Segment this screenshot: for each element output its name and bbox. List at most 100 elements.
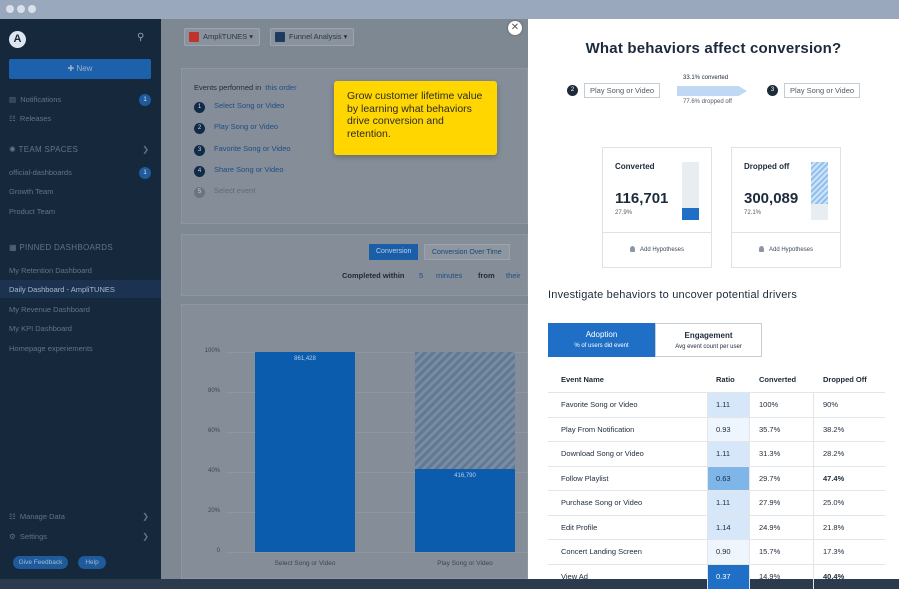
grid-line <box>226 432 528 433</box>
window-titlebar <box>0 0 899 19</box>
column-divider <box>749 564 750 589</box>
column-divider <box>707 466 708 491</box>
dropped-cell: 28.2% <box>823 449 845 458</box>
sidebar-item-homepage-experiements[interactable]: Homepage experiements <box>9 344 93 353</box>
chevron-right-icon[interactable]: ❯ <box>142 512 149 521</box>
help-button[interactable]: Help <box>78 556 106 569</box>
ratio-cell: 0.93 <box>707 417 749 442</box>
sidebar-active-highlight <box>0 280 161 298</box>
sidebar-item-settings[interactable]: ⚙ Settings <box>9 532 47 541</box>
sidebar-item-manage-data[interactable]: ☷ Manage Data <box>9 512 65 521</box>
add-step[interactable]: 5 Select event <box>194 186 255 198</box>
funnel-step[interactable]: 4 Share Song or Video <box>194 165 284 177</box>
within-number[interactable]: 5 <box>419 271 424 280</box>
column-divider <box>813 515 814 540</box>
sidebar: A ⚲ ✚ New ▤ Notifications 1 ☷ Releases ✺… <box>0 19 161 579</box>
chart-controls-card <box>181 234 528 296</box>
table-row[interactable]: Purchase Song or Video 1.11 27.9% 25.0% <box>548 490 885 515</box>
column-divider <box>707 393 708 417</box>
within-unit-select[interactable]: minutes <box>436 271 463 280</box>
team-spaces-heading[interactable]: ✺ TEAM SPACES <box>9 145 78 154</box>
event-name-cell: Follow Playlist <box>561 473 609 483</box>
sidebar-item-releases[interactable]: ☷ Releases <box>9 114 51 123</box>
bar-value-label: 416,790 <box>454 473 476 479</box>
funnel-step[interactable]: 1 Select Song or Video <box>194 101 284 113</box>
project-selector[interactable]: AmpliTUNES ▾ <box>184 28 261 46</box>
sidebar-item-revenue-dashboard[interactable]: My Revenue Dashboard <box>9 305 90 314</box>
search-icon[interactable]: ⚲ <box>137 32 145 43</box>
give-feedback-button[interactable]: Give Feedback <box>13 556 68 569</box>
column-divider <box>813 564 814 589</box>
new-button[interactable]: ✚ New <box>9 59 151 79</box>
converted-label: Converted <box>615 162 655 171</box>
window-zoom-dot[interactable] <box>28 5 36 13</box>
funnel-step[interactable]: 3 Favorite Song or Video <box>194 144 291 156</box>
sidebar-item-label: Settings <box>19 532 48 541</box>
step-number: 3 <box>194 145 205 156</box>
investigate-heading: Investigate behaviors to uncover potenti… <box>548 289 798 301</box>
inbox-icon: ▤ <box>9 95 17 104</box>
releases-icon: ☷ <box>9 114 16 123</box>
ratio-value: 1.11 <box>716 498 731 507</box>
funnel-step[interactable]: 2 Play Song or Video <box>194 122 278 134</box>
chevron-right-icon[interactable]: ❯ <box>142 532 149 541</box>
adoption-toggle[interactable]: Adoption % of users did event <box>548 323 655 357</box>
from-event-label: Play Song or Video <box>584 83 661 98</box>
event-name-cell: Download Song or Video <box>561 449 644 458</box>
sidebar-item-growth-team[interactable]: Growth Team <box>9 187 54 196</box>
tab-conversion[interactable]: Conversion <box>369 244 419 260</box>
pinned-label: PINNED DASHBOARDS <box>19 243 113 252</box>
sidebar-item-retention-dashboard[interactable]: My Retention Dashboard <box>9 266 92 275</box>
sidebar-item-product-team[interactable]: Product Team <box>9 207 56 216</box>
column-header-ratio[interactable]: Ratio <box>716 375 735 384</box>
table-row[interactable]: Follow Playlist 0.63 29.7% 47.4% <box>548 465 885 491</box>
table-row[interactable]: Play From Notification 0.93 35.7% 38.2% <box>548 416 885 442</box>
events-title: Events performed in this order <box>194 83 297 92</box>
dropped-cell: 40.4% <box>823 571 845 581</box>
tab-conversion-over-time[interactable]: Conversion Over Time <box>424 244 510 260</box>
dropped-bar[interactable] <box>415 352 515 469</box>
column-header-event-name[interactable]: Event Name <box>561 375 604 384</box>
add-hypotheses-button[interactable]: Add Hypotheses <box>603 246 711 253</box>
table-row[interactable]: Concert Landing Screen 0.90 15.7% 17.3% <box>548 539 885 564</box>
converted-count: 116,701 <box>615 190 669 207</box>
add-hypotheses-label: Add Hypotheses <box>639 247 685 253</box>
conversion-bar[interactable] <box>255 352 355 552</box>
sidebar-item-daily-dashboard[interactable]: Daily Dashboard - AmpliTUNES <box>9 285 115 294</box>
from-select[interactable]: their <box>506 271 521 280</box>
converted-cell: 27.9% <box>759 498 781 507</box>
dropped-count: 300,089 <box>744 190 799 207</box>
sidebar-item-official-dashboards[interactable]: official-dashboards <box>9 168 72 177</box>
converted-percentage: 33.1% converted <box>683 75 729 81</box>
project-label: AmpliTUNES <box>203 32 248 41</box>
column-divider <box>813 417 814 442</box>
from-label: from <box>478 271 495 280</box>
add-hypotheses-button[interactable]: Add Hypotheses <box>732 246 840 253</box>
sidebar-item-notifications[interactable]: ▤ Notifications <box>9 95 61 104</box>
order-selector[interactable]: this order <box>265 83 297 92</box>
chart-type-selector[interactable]: Funnel Analysis ▾ <box>270 28 355 46</box>
converted-cell: 15.7% <box>759 547 781 556</box>
step-number: 4 <box>194 166 205 177</box>
insights-panel: What behaviors affect conversion? 2 Play … <box>528 19 899 589</box>
column-divider <box>707 442 708 466</box>
y-tick-label: 0 <box>216 548 220 554</box>
conversion-bar[interactable] <box>415 469 515 552</box>
sidebar-item-kpi-dashboard[interactable]: My KPI Dashboard <box>9 324 72 333</box>
table-row[interactable]: Download Song or Video 1.11 31.3% 28.2% <box>548 441 885 466</box>
window-close-dot[interactable] <box>6 5 14 13</box>
engagement-toggle[interactable]: Engagement Avg event count per user <box>655 323 762 357</box>
window-minimize-dot[interactable] <box>17 5 25 13</box>
chevron-right-icon[interactable]: ❯ <box>142 145 149 154</box>
column-header-dropped-off[interactable]: Dropped Off <box>823 375 867 384</box>
table-row[interactable]: Favorite Song or Video 1.11 100% 90% <box>548 392 885 417</box>
close-icon[interactable]: ✕ <box>508 21 522 35</box>
column-header-converted[interactable]: Converted <box>759 375 797 384</box>
amplitude-logo-icon[interactable]: A <box>9 31 26 48</box>
ratio-cell: 0.37 <box>707 564 749 589</box>
table-row[interactable]: Edit Profile 1.14 24.9% 21.8% <box>548 514 885 540</box>
column-divider <box>707 417 708 442</box>
pin-grid-icon: ▦ <box>9 243 17 252</box>
table-row[interactable]: View Ad 0.37 14.9% 40.4% <box>548 563 885 589</box>
converted-card: Converted 116,701 27.9% Add Hypotheses <box>602 147 712 268</box>
